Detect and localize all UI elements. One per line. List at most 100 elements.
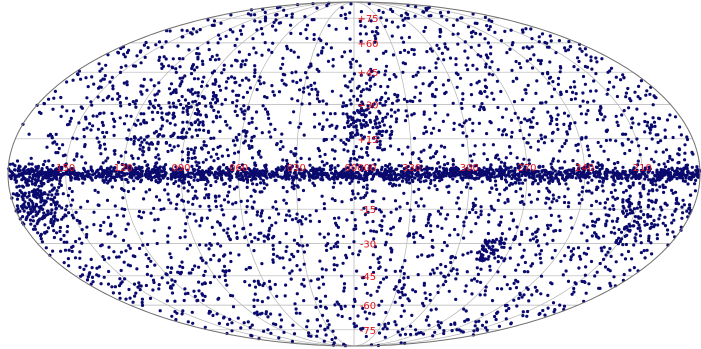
source-point xyxy=(628,148,632,153)
source-point xyxy=(475,257,479,261)
source-point xyxy=(599,246,603,250)
source-point xyxy=(558,303,562,307)
source-point xyxy=(365,317,369,321)
source-point xyxy=(383,322,387,326)
source-point xyxy=(191,167,195,171)
source-point xyxy=(326,232,330,236)
source-point xyxy=(17,164,21,168)
source-point xyxy=(418,66,422,70)
source-point xyxy=(636,163,640,167)
source-point xyxy=(140,300,144,305)
source-point xyxy=(486,177,490,181)
source-point xyxy=(146,242,150,247)
source-point xyxy=(464,185,469,189)
source-point xyxy=(138,147,142,151)
source-point xyxy=(551,238,555,242)
source-point xyxy=(585,239,589,243)
source-point xyxy=(55,200,59,204)
source-point xyxy=(84,264,88,268)
source-point xyxy=(103,74,107,78)
source-point xyxy=(439,321,443,325)
source-point xyxy=(146,46,150,50)
source-point xyxy=(85,199,90,203)
source-point xyxy=(28,218,33,222)
source-point xyxy=(566,187,570,191)
source-point xyxy=(250,135,254,139)
source-point xyxy=(346,119,350,123)
source-point xyxy=(149,274,153,278)
source-point xyxy=(605,171,609,175)
source-point xyxy=(427,69,432,73)
source-point xyxy=(102,142,107,146)
source-point xyxy=(222,198,227,202)
source-point xyxy=(619,175,623,180)
source-point xyxy=(12,173,16,177)
source-point xyxy=(398,269,403,273)
source-point xyxy=(460,16,464,20)
source-point xyxy=(270,170,274,174)
source-point xyxy=(350,77,354,81)
source-point xyxy=(472,104,476,108)
source-point xyxy=(356,253,361,257)
source-point xyxy=(66,257,70,261)
source-point xyxy=(577,193,581,197)
source-point xyxy=(621,165,625,169)
source-point xyxy=(363,282,367,286)
source-point xyxy=(332,216,337,220)
source-point xyxy=(602,245,606,249)
source-point xyxy=(610,219,615,223)
source-point xyxy=(203,96,207,100)
source-point xyxy=(333,134,337,138)
source-point xyxy=(218,167,222,171)
source-point xyxy=(345,104,349,108)
source-point xyxy=(696,175,700,179)
source-point xyxy=(184,222,188,226)
source-point xyxy=(317,149,321,153)
source-point xyxy=(235,37,239,41)
source-point xyxy=(210,225,214,229)
source-point xyxy=(308,219,313,223)
source-point xyxy=(535,174,540,178)
source-point xyxy=(418,176,422,180)
source-point xyxy=(384,130,388,134)
source-point xyxy=(181,110,185,114)
source-point xyxy=(554,51,558,55)
source-point xyxy=(298,268,302,272)
source-point xyxy=(419,150,423,154)
source-point xyxy=(569,85,573,89)
source-point xyxy=(500,287,504,291)
source-point xyxy=(159,127,163,131)
source-point xyxy=(435,266,439,270)
source-point xyxy=(639,241,643,245)
source-point xyxy=(371,158,375,162)
source-point xyxy=(620,253,624,257)
source-point xyxy=(218,115,222,119)
source-point xyxy=(440,226,444,230)
source-point xyxy=(339,94,343,98)
source-point xyxy=(122,260,126,264)
source-point xyxy=(198,243,202,247)
source-point xyxy=(487,220,491,224)
source-point xyxy=(479,105,483,109)
source-point xyxy=(613,166,617,170)
source-point xyxy=(180,198,184,202)
source-point xyxy=(647,169,651,173)
source-point xyxy=(37,209,41,213)
source-point xyxy=(352,152,356,156)
source-point xyxy=(616,217,620,221)
source-point xyxy=(403,293,407,297)
source-point xyxy=(14,193,18,197)
source-point xyxy=(600,184,604,188)
source-point xyxy=(399,164,403,168)
source-point xyxy=(172,88,176,92)
source-point xyxy=(410,174,414,179)
source-point xyxy=(233,43,237,48)
source-point xyxy=(188,243,192,247)
source-point xyxy=(513,111,517,115)
source-point xyxy=(284,249,288,253)
source-point xyxy=(81,181,85,185)
source-point xyxy=(341,112,345,116)
source-point xyxy=(551,301,556,305)
source-point xyxy=(564,139,568,143)
source-point xyxy=(525,314,529,318)
